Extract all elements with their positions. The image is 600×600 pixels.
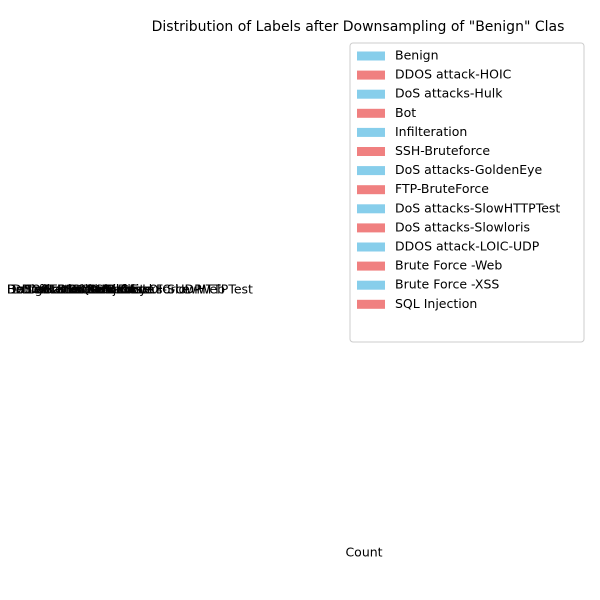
category-label: DoS attacks-SlowHTTPTest [88, 282, 253, 297]
legend-label: DDOS attack-LOIC-UDP [395, 239, 540, 254]
legend-label: Brute Force -XSS [395, 277, 499, 292]
legend-label: Benign [395, 48, 439, 63]
legend-swatch [357, 147, 385, 156]
legend-swatch [357, 204, 385, 214]
legend-swatch [357, 261, 385, 271]
legend-label: Infilteration [395, 124, 467, 139]
legend-label: FTP-BruteForce [395, 181, 489, 196]
legend-swatch [357, 223, 385, 233]
legend-label: DoS attacks-SlowHTTPTest [395, 200, 560, 215]
legend-label: Bot [395, 105, 416, 120]
x-axis-label: Count [345, 545, 382, 560]
category-label: Bot [7, 282, 28, 297]
legend-swatch [357, 166, 385, 176]
chart-title: Distribution of Labels after Downsamplin… [152, 19, 565, 35]
category-label: Brute Force -Web [118, 282, 225, 297]
legend-label: DoS attacks-GoldenEye [395, 162, 543, 177]
legend-label: DDOS attack-HOIC [395, 67, 512, 82]
legend-label: SSH-Bruteforce [395, 143, 490, 158]
category-label: Benign [7, 282, 51, 297]
legend-swatch [357, 299, 385, 309]
legend-swatch [357, 51, 385, 61]
category-label: DoS attacks-Hulk [27, 282, 135, 297]
legend-swatch [357, 242, 385, 252]
legend-label: Brute Force -Web [395, 258, 502, 273]
legend-box [349, 42, 585, 343]
category-label: SSH-Bruteforce [57, 282, 152, 297]
category-label: DDOS attack-HOIC [12, 282, 129, 297]
category-label: DoS attacks-Slowloris [7, 282, 142, 297]
legend-swatch [357, 127, 385, 137]
category-label: DoS attacks-GoldenEye [7, 282, 155, 297]
legend-swatch [357, 280, 385, 290]
category-label: FTP-BruteForce [42, 282, 136, 297]
legend-swatch [357, 108, 385, 118]
legend-swatch [357, 70, 385, 80]
category-label: Brute Force -XSS [7, 282, 111, 297]
category-label: DDOS attack-LOIC-UDP [57, 282, 202, 297]
legend-label: DoS attacks-Slowloris [395, 219, 530, 234]
legend-label: SQL Injection [395, 296, 477, 311]
legend-label: DoS attacks-Hulk [395, 86, 503, 101]
legend-swatch [357, 185, 385, 195]
category-label: SQL Injection [73, 282, 155, 297]
category-label: Infilteration [27, 282, 99, 297]
legend-swatch [357, 89, 385, 99]
